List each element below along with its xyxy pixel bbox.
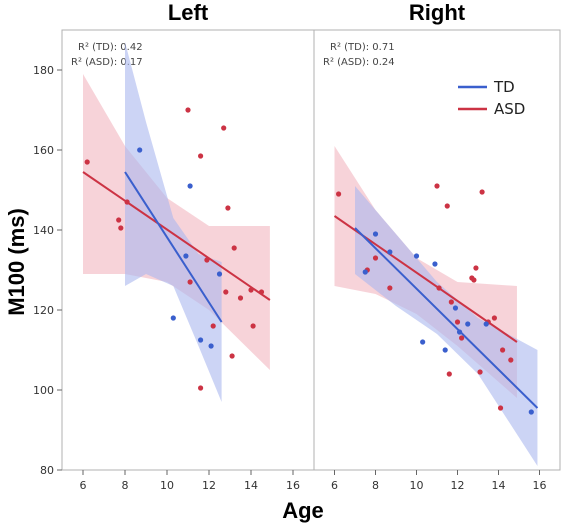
- td-data-point: [216, 271, 223, 277]
- asd-data-point: [248, 287, 254, 293]
- asd-data-point: [444, 203, 450, 209]
- asd-data-point: [473, 265, 479, 271]
- plot-frame: [61, 29, 561, 471]
- legend-label-asd: ASD: [494, 100, 525, 118]
- td-data-point: [198, 337, 204, 343]
- td-data-point: [170, 315, 176, 321]
- asd-data-point: [225, 205, 231, 211]
- asd-data-point: [204, 257, 210, 263]
- td-data-point: [208, 343, 214, 349]
- td-data-point: [465, 321, 471, 327]
- panels-layer: 80 100 120 140 160 180 Left 6 8 10 12 14 16 R² (TD): …: [33, 0, 561, 492]
- asd-data-point: [221, 125, 227, 131]
- x-tick-label: 14: [492, 479, 506, 492]
- td-data-point: [452, 305, 459, 311]
- x-tick-label: 16: [533, 479, 547, 492]
- asd-data-point: [223, 289, 229, 295]
- asd-data-point: [185, 107, 191, 113]
- asd-data-point: [237, 295, 244, 301]
- td-data-point: [432, 261, 438, 267]
- y-tick-label: 180: [33, 64, 54, 77]
- asd-data-point: [434, 183, 440, 189]
- x-tick-label: 10: [410, 479, 424, 492]
- panel-title: Right: [409, 0, 466, 25]
- td-data-point: [528, 409, 534, 415]
- td-fit-line: [124, 171, 223, 323]
- asd-data-point: [454, 319, 461, 325]
- asd-data-point: [459, 335, 465, 341]
- y-tick-label: 80: [40, 464, 54, 477]
- asd-confidence-band: [83, 74, 270, 370]
- asd-data-point: [250, 323, 256, 329]
- td-data-point: [442, 347, 448, 353]
- asd-data-point: [479, 189, 485, 195]
- asd-data-point: [231, 245, 237, 251]
- y-tick-label: 100: [33, 384, 54, 397]
- x-tick-label: 16: [286, 479, 300, 492]
- td-data-point: [183, 253, 189, 259]
- x-tick-label: 14: [244, 479, 258, 492]
- asd-data-point: [198, 153, 204, 159]
- asd-data-point: [508, 357, 514, 363]
- td-data-point: [387, 249, 393, 255]
- asd-data-point: [229, 353, 235, 359]
- td-fit-line: [354, 227, 539, 409]
- r2-td-label: R² (TD): 0.42: [78, 42, 143, 53]
- asd-data-point: [84, 159, 90, 165]
- panel-left: Left 6 8 10 12 14 16 R² (TD): 0.42 R² (ASD): 0.1…: [71, 0, 300, 492]
- asd-data-point: [116, 217, 122, 223]
- td-data-point: [362, 269, 368, 275]
- td-data-point: [137, 147, 143, 153]
- asd-fit-line: [82, 171, 271, 301]
- asd-data-point: [387, 285, 393, 291]
- x-tick-label: 8: [122, 479, 129, 492]
- y-tick-label: 160: [33, 144, 54, 157]
- asd-data-point: [477, 369, 483, 375]
- x-tick-label: 12: [451, 479, 465, 492]
- y-tick-label: 140: [33, 224, 54, 237]
- asd-data-point: [124, 199, 130, 205]
- asd-data-point: [500, 347, 506, 353]
- y-tick-label: 120: [33, 304, 54, 317]
- y-axis-title: M100 (ms): [4, 208, 29, 316]
- asd-data-point: [187, 279, 193, 285]
- x-tick-label: 6: [331, 479, 338, 492]
- x-axis-title: Age: [282, 498, 324, 523]
- asd-data-point: [448, 299, 454, 305]
- asd-data-point: [436, 285, 442, 291]
- td-data-point: [187, 183, 193, 189]
- td-data-point: [413, 253, 420, 259]
- asd-data-point: [198, 385, 204, 391]
- legend-label-td: TD: [493, 78, 515, 96]
- asd-data-point: [336, 191, 342, 197]
- r2-asd-label: R² (ASD): 0.17: [71, 57, 143, 68]
- panel-title: Left: [168, 0, 209, 25]
- legend: TD ASD: [458, 78, 525, 118]
- asd-data-point: [118, 225, 124, 231]
- td-data-point: [372, 231, 379, 237]
- td-data-point: [456, 329, 463, 335]
- asd-data-point: [258, 289, 265, 295]
- asd-data-point: [372, 255, 379, 261]
- asd-data-point: [471, 277, 477, 283]
- asd-data-point: [446, 371, 452, 377]
- td-confidence-band: [125, 42, 222, 402]
- asd-data-point: [210, 323, 216, 329]
- panel-right: Right 6 8 10 12 14 16 R² (TD): 0.71 R² (ASD): 0.…: [323, 0, 547, 492]
- r2-asd-label: R² (ASD): 0.24: [323, 57, 395, 68]
- asd-data-point: [497, 405, 504, 411]
- x-tick-label: 10: [160, 479, 174, 492]
- r2-td-label: R² (TD): 0.71: [330, 42, 395, 53]
- td-data-point: [420, 339, 426, 345]
- x-tick-label: 8: [372, 479, 379, 492]
- td-data-point: [483, 321, 489, 327]
- td-confidence-band: [355, 186, 538, 466]
- asd-data-point: [491, 315, 497, 321]
- x-tick-label: 6: [80, 479, 87, 492]
- x-tick-label: 12: [202, 479, 216, 492]
